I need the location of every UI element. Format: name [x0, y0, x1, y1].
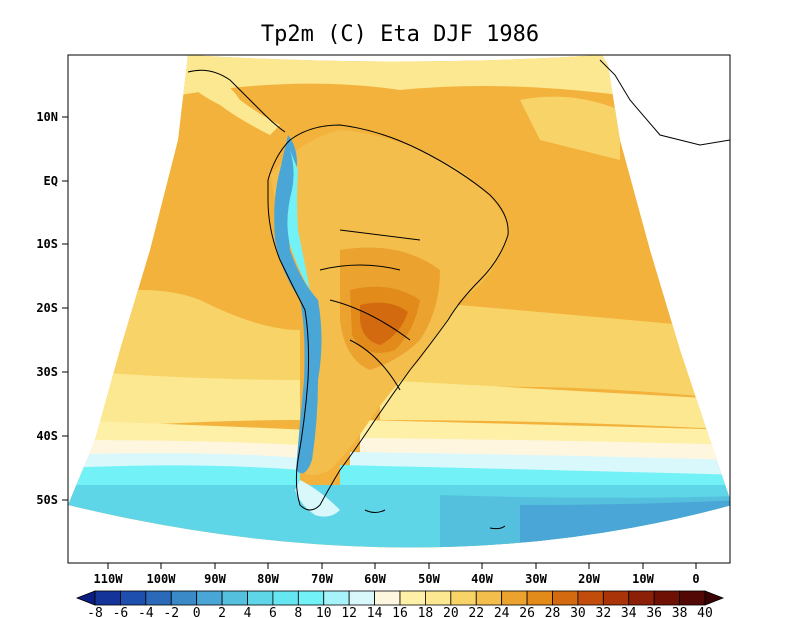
colorbar-level-label: 14: [367, 606, 383, 618]
colorbar-level-label: 24: [494, 606, 510, 618]
colorbar-swatch: [272, 590, 299, 606]
colorbar-swatch: [526, 590, 553, 606]
lat-tick-label: 10S: [36, 237, 58, 251]
lon-tick-label: 70W: [311, 572, 333, 586]
colorbar-swatch: [247, 590, 274, 606]
colorbar-level-label: 34: [621, 606, 637, 618]
plot-frame: [67, 54, 731, 564]
colorbar-swatch: [120, 590, 147, 606]
colorbar-swatch: [552, 590, 579, 606]
lon-axis: 110W 100W 90W 80W 70W 60W 50W 40W 30W 20…: [94, 563, 700, 586]
lon-tick-label: 10W: [632, 572, 654, 586]
colorbar-swatch: [679, 590, 706, 606]
colorbar-swatch: [450, 590, 477, 606]
colorbar-level-label: 16: [392, 606, 408, 618]
colorbar-swatch: [145, 590, 172, 606]
colorbar-level-label: 22: [468, 606, 484, 618]
colorbar-level-label: 10: [316, 606, 332, 618]
colorbar-level-label: 32: [596, 606, 612, 618]
colorbar-level-label: 26: [519, 606, 535, 618]
colorbar-swatch: [399, 590, 426, 606]
colorbar-swatch: [374, 590, 401, 606]
colorbar-level-label: 30: [570, 606, 586, 618]
colorbar-level-label: 28: [545, 606, 561, 618]
colorbar-swatch: [297, 590, 325, 606]
lon-tick-label: 50W: [418, 572, 440, 586]
colorbar-arrow-high: [704, 590, 725, 606]
colorbar-swatch: [348, 590, 375, 606]
colorbar-level-label: 12: [341, 606, 357, 618]
colorbar-swatch: [628, 590, 655, 606]
lon-tick-label: 110W: [94, 572, 124, 586]
lat-tick-label: 50S: [36, 493, 58, 507]
colorbar-level-label: -2: [163, 606, 179, 618]
colorbar-swatch: [475, 590, 503, 606]
lon-tick-label: 80W: [257, 572, 279, 586]
lat-tick-label: EQ: [44, 174, 58, 188]
lat-axis: 10N EQ 10S 20S 30S 40S 50S: [36, 110, 68, 507]
lat-tick-label: 30S: [36, 365, 58, 379]
lat-tick-label: 40S: [36, 429, 58, 443]
colorbar-swatch: [425, 590, 452, 606]
colorbar: -8 -6 -4 -2 0 2 4 6 8 10 12 14 16 18 20 22 24 26 28 30 32 34 3…: [75, 590, 725, 618]
colorbar-swatch: [196, 590, 223, 606]
colorbar-swatch: [501, 590, 528, 606]
lon-tick-label: 40W: [471, 572, 493, 586]
colorbar-arrow-low: [75, 590, 96, 606]
map-plot-area: [68, 55, 730, 563]
colorbar-level-label: 2: [218, 606, 226, 618]
colorbar-labels: -8 -6 -4 -2 0 2 4 6 8 10 12 14 16 18 20 22 24 26 28 30 32 34 3…: [87, 606, 713, 618]
colorbar-swatch: [221, 590, 248, 606]
colorbar-swatch: [653, 590, 680, 606]
colorbar-swatch: [602, 590, 630, 606]
colorbar-level-label: 4: [244, 606, 252, 618]
lon-tick-label: 100W: [147, 572, 177, 586]
lon-tick-label: 30W: [525, 572, 547, 586]
colorbar-level-label: -8: [87, 606, 103, 618]
colorbar-swatch: [94, 590, 121, 606]
lon-tick-label: 90W: [204, 572, 226, 586]
lon-tick-label: 20W: [578, 572, 600, 586]
map-title: Tp2m (C) Eta DJF 1986: [261, 22, 539, 47]
colorbar-level-label: 18: [418, 606, 434, 618]
colorbar-level-label: 40: [697, 606, 713, 618]
colorbar-level-label: -6: [113, 606, 129, 618]
lat-tick-label: 10N: [36, 110, 58, 124]
colorbar-level-label: 36: [646, 606, 662, 618]
lat-tick-label: 20S: [36, 301, 58, 315]
colorbar-level-label: 0: [193, 606, 201, 618]
lon-tick-label: 60W: [364, 572, 386, 586]
colorbar-level-label: -4: [138, 606, 154, 618]
colorbar-swatch: [577, 590, 604, 606]
coastlines: [187, 59, 730, 530]
lon-tick-label: 0: [692, 572, 699, 586]
colorbar-level-label: 6: [269, 606, 277, 618]
colorbar-swatch: [170, 590, 198, 606]
colorbar-level-label: 8: [294, 606, 302, 618]
colorbar-swatch: [323, 590, 350, 606]
colorbar-level-label: 20: [443, 606, 459, 618]
colorbar-level-label: 38: [672, 606, 688, 618]
colorbar-swatches: [75, 590, 725, 606]
